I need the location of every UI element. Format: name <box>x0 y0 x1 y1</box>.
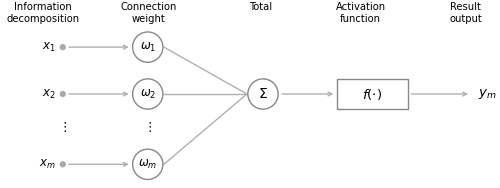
Bar <box>337 79 407 109</box>
Text: $x_2$: $x_2$ <box>42 87 56 101</box>
Circle shape <box>60 45 65 50</box>
Text: Information
decomposition: Information decomposition <box>6 2 80 24</box>
Text: $\vdots$: $\vdots$ <box>58 120 67 134</box>
Text: $\omega_m$: $\omega_m$ <box>138 158 158 171</box>
Text: $\omega_1$: $\omega_1$ <box>140 41 156 54</box>
Text: $y_m$: $y_m$ <box>478 87 496 101</box>
Circle shape <box>60 162 65 167</box>
Text: $\vdots$: $\vdots$ <box>144 120 152 134</box>
Text: $\Sigma$: $\Sigma$ <box>258 87 268 101</box>
Text: Connection
weight: Connection weight <box>120 2 176 24</box>
Circle shape <box>248 79 278 109</box>
Circle shape <box>132 79 163 109</box>
Text: Activation
function: Activation function <box>336 2 386 24</box>
Text: Result
output: Result output <box>450 2 482 24</box>
Text: $x_1$: $x_1$ <box>42 41 56 54</box>
Text: Total: Total <box>249 2 272 12</box>
Circle shape <box>132 149 163 180</box>
Circle shape <box>132 32 163 62</box>
Text: $f(\cdot)$: $f(\cdot)$ <box>362 86 382 102</box>
Text: $x_m$: $x_m$ <box>39 158 56 171</box>
Text: $\omega_2$: $\omega_2$ <box>140 87 156 101</box>
Circle shape <box>60 92 65 96</box>
